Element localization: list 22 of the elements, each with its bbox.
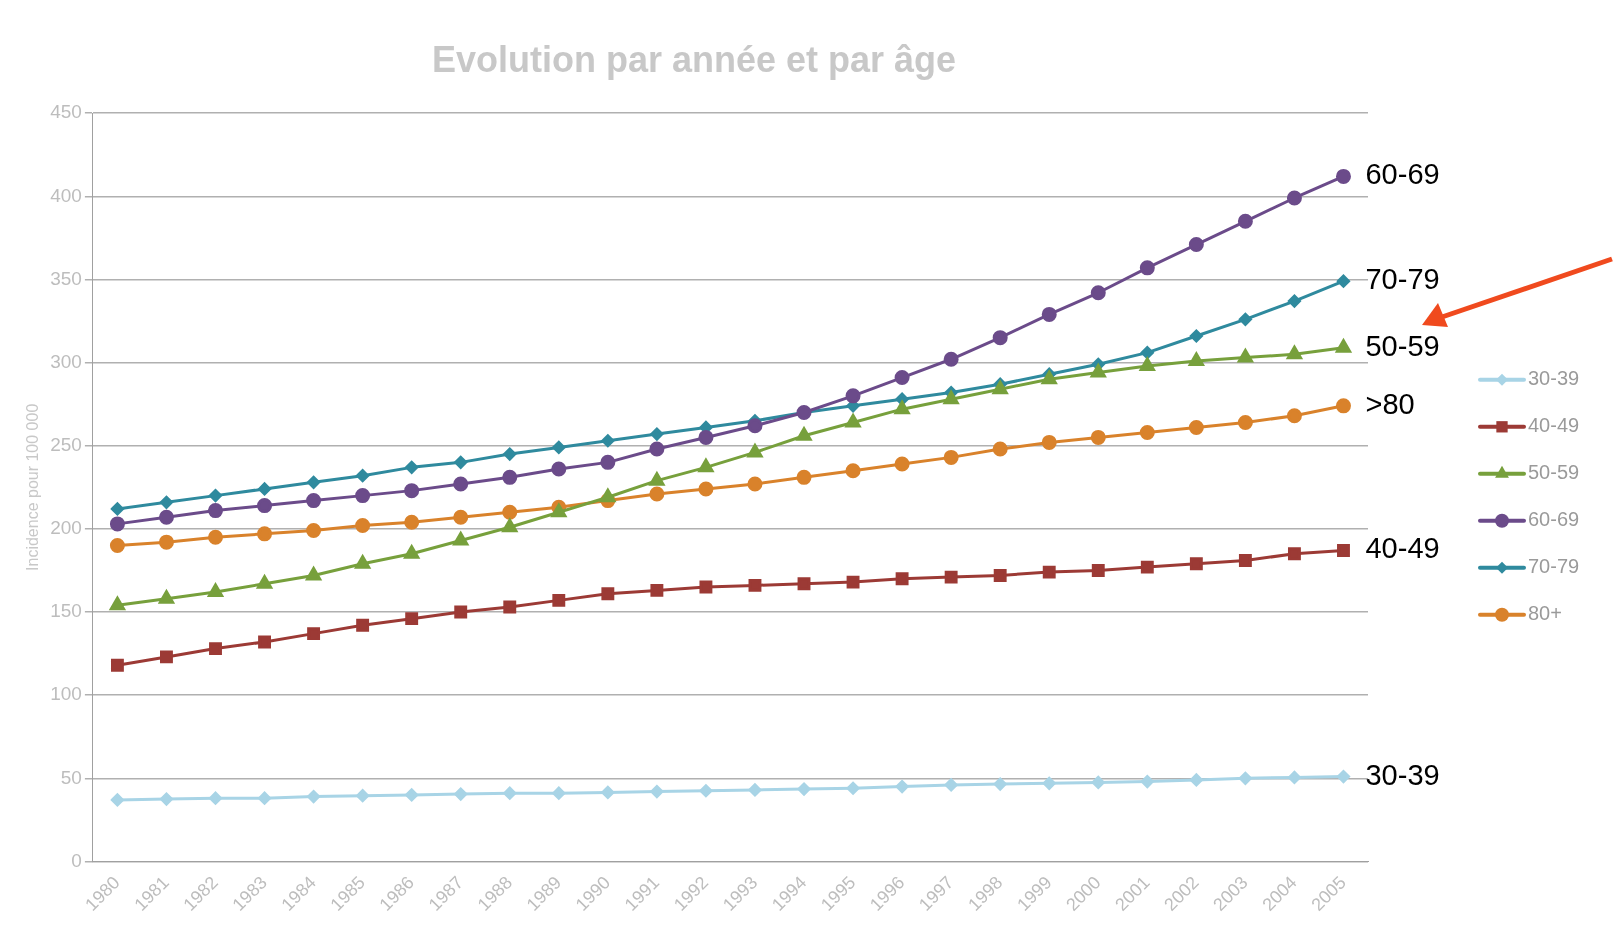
y-tick-label: 350 (50, 267, 82, 289)
annotation: 50-59 (1365, 329, 1440, 362)
y-tick-label: 400 (50, 184, 82, 206)
legend-label: 30-39 (1528, 367, 1580, 390)
legend-label: 50-59 (1528, 461, 1580, 484)
annotation: 60-69 (1365, 158, 1440, 191)
y-tick-label: 300 (50, 350, 82, 372)
y-tick-label: 250 (50, 433, 82, 455)
annotation: 70-79 (1365, 263, 1440, 296)
y-tick-label: 450 (50, 101, 82, 123)
y-tick-label: 200 (50, 517, 82, 539)
y-tick-label: 50 (60, 766, 82, 788)
annotation: 40-49 (1365, 532, 1440, 565)
legend-label: 80+ (1528, 602, 1562, 625)
y-tick-label: 100 (50, 683, 82, 705)
legend-label: 70-79 (1528, 555, 1580, 578)
annotation: 30-39 (1365, 758, 1440, 791)
legend-label: 40-49 (1528, 414, 1580, 437)
y-tick-label: 150 (50, 600, 82, 622)
annotation: >80 (1365, 387, 1415, 420)
legend-label: 60-69 (1528, 508, 1580, 531)
y-tick-label: 0 (71, 849, 82, 871)
